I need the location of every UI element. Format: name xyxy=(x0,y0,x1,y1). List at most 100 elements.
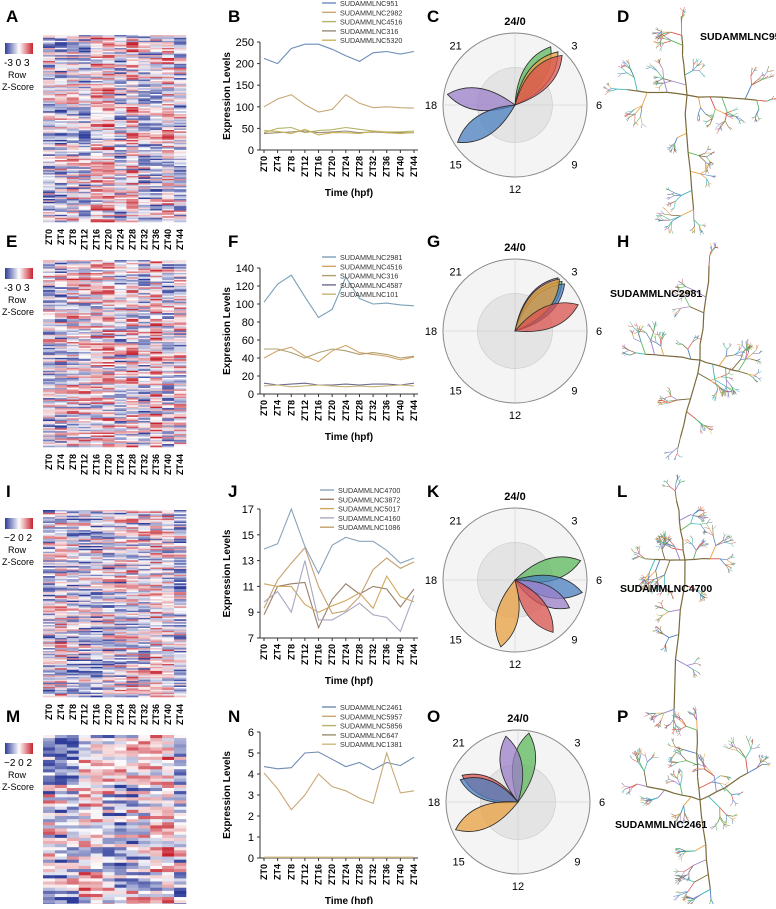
heatmap-cell xyxy=(138,766,150,769)
heatmap-cell xyxy=(138,763,150,766)
heatmap-cell xyxy=(138,747,150,750)
heatmap-cell xyxy=(150,779,162,782)
heatmap-cell xyxy=(43,779,55,782)
heatmap-cell xyxy=(103,696,115,698)
heatmap-cell xyxy=(79,221,91,223)
heatmap-cell xyxy=(91,772,103,775)
heatmap-cell xyxy=(162,744,174,747)
heatmap-cell xyxy=(91,741,103,744)
heatmap-cell xyxy=(91,751,103,754)
heatmap-cell xyxy=(103,763,115,766)
heatmap-cell xyxy=(103,741,115,744)
heatmap-cell xyxy=(174,446,186,448)
heatmap-cell xyxy=(67,744,79,747)
heatmap-cell xyxy=(126,760,138,763)
heatmap-cell xyxy=(115,744,127,747)
heatmap-x-tick-label: ZT4 xyxy=(56,454,66,470)
heatmap-cell xyxy=(91,760,103,763)
heatmap-cell xyxy=(150,757,162,760)
heatmap-cell xyxy=(55,751,67,754)
heatmap-cell xyxy=(67,696,79,698)
heatmap-cell xyxy=(138,776,150,779)
heatmap-cell xyxy=(67,776,79,779)
heatmap-cell xyxy=(162,763,174,766)
heatmap-cell xyxy=(91,785,103,788)
heatmap-cell xyxy=(150,744,162,747)
heatmap-cell xyxy=(115,757,127,760)
heatmap-cell xyxy=(55,760,67,763)
heatmap-cell xyxy=(55,785,67,788)
zscore-colorbar xyxy=(5,743,33,754)
heatmap-cell xyxy=(55,747,67,750)
heatmap-cell xyxy=(150,763,162,766)
heatmap-cell xyxy=(55,794,67,797)
heatmap-cell xyxy=(43,735,55,738)
heatmap-cell xyxy=(91,791,103,794)
heatmap-cell xyxy=(103,757,115,760)
heatmap-cell xyxy=(150,760,162,763)
heatmap-cell xyxy=(67,779,79,782)
heatmap-cell xyxy=(79,782,91,785)
heatmap-x-tick-label: ZT40 xyxy=(163,704,173,725)
heatmap-cell xyxy=(162,735,174,738)
heatmap-cell xyxy=(91,754,103,757)
heatmap-cell xyxy=(79,760,91,763)
heatmap-cell xyxy=(115,754,127,757)
heatmap-cell xyxy=(103,779,115,782)
heatmap-cell xyxy=(67,757,79,760)
heatmap-cell xyxy=(126,766,138,769)
panel-letter-tree: P xyxy=(617,707,628,726)
heatmap-cell xyxy=(43,696,55,698)
heatmap-cell xyxy=(138,738,150,741)
heatmap-cell xyxy=(43,766,55,769)
heatmap-cell xyxy=(174,788,186,791)
heatmap-cell xyxy=(138,744,150,747)
heatmap-cell xyxy=(103,754,115,757)
heatmap-cell xyxy=(162,772,174,775)
panel-letter-tree: L xyxy=(617,482,627,501)
heatmap-cell xyxy=(126,794,138,797)
heatmap-cell xyxy=(91,763,103,766)
heatmap-cell xyxy=(103,738,115,741)
heatmap-cell xyxy=(174,766,186,769)
heatmap-cell xyxy=(162,747,174,750)
heatmap-cell xyxy=(150,741,162,744)
heatmap-cell xyxy=(91,788,103,791)
heatmap-cell xyxy=(150,769,162,772)
heatmap-cell xyxy=(91,776,103,779)
heatmap-cell xyxy=(126,741,138,744)
heatmap-cell xyxy=(162,769,174,772)
heatmap-cell xyxy=(150,747,162,750)
heatmap-cell xyxy=(150,791,162,794)
heatmap-cell xyxy=(150,221,162,223)
heatmap-cell xyxy=(174,782,186,785)
heatmap-cell xyxy=(67,754,79,757)
heatmap-cell xyxy=(43,741,55,744)
heatmap-cell xyxy=(103,766,115,769)
heatmap-cell xyxy=(79,735,91,738)
heatmap-cell xyxy=(150,738,162,741)
heatmap-cell xyxy=(67,772,79,775)
heatmap-cell xyxy=(174,754,186,757)
heatmap-cell xyxy=(67,751,79,754)
heatmap-cell xyxy=(174,769,186,772)
heatmap-cell xyxy=(55,772,67,775)
heatmap-cell xyxy=(103,769,115,772)
heatmap-cell xyxy=(115,788,127,791)
heatmap-cell xyxy=(43,751,55,754)
heatmap-cell xyxy=(115,751,127,754)
heatmap-cell xyxy=(67,766,79,769)
heatmap-cell xyxy=(126,747,138,750)
heatmap-cell xyxy=(115,760,127,763)
heatmap-cell xyxy=(174,776,186,779)
heatmap-cell xyxy=(43,794,55,797)
heatmap-cell xyxy=(79,785,91,788)
heatmap-cell xyxy=(150,782,162,785)
heatmap-cell xyxy=(91,769,103,772)
heatmap-cell xyxy=(43,776,55,779)
heatmap-cell xyxy=(138,696,150,698)
heatmap-cell xyxy=(79,766,91,769)
